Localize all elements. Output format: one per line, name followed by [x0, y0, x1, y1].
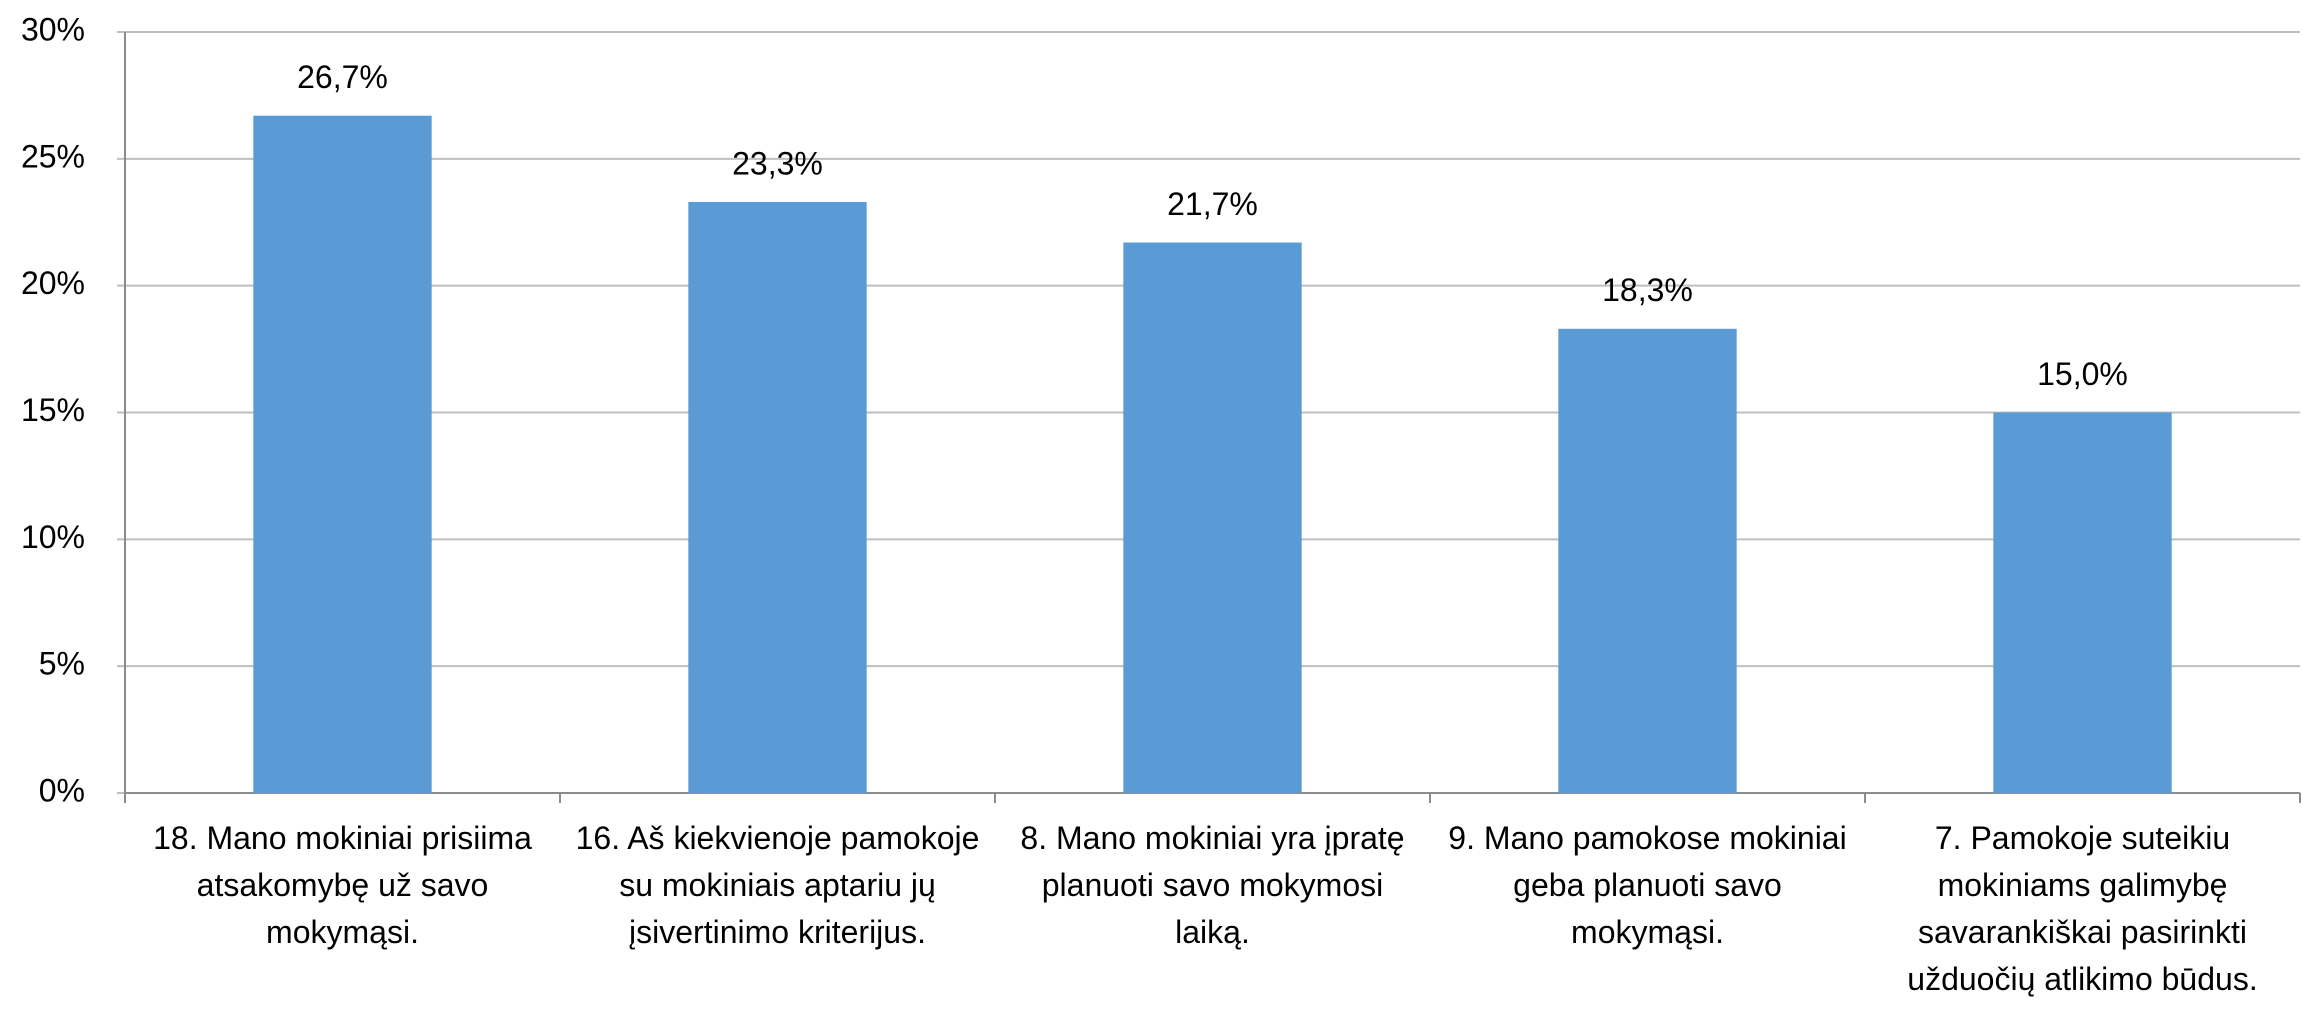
- x-tick-label: 9. Mano pamokose mokiniai geba planuoti …: [1448, 820, 1847, 950]
- x-tick-label: 8. Mano mokiniai yra įpratę planuoti sav…: [1020, 820, 1405, 950]
- y-tick-label: 25%: [21, 138, 85, 174]
- x-tick-label: 7. Pamokoje suteikiu mokiniams galimybę …: [1907, 820, 2258, 997]
- bar: [688, 201, 867, 793]
- data-label: 18,3%: [1602, 272, 1693, 308]
- data-label: 21,7%: [1167, 186, 1258, 222]
- bar: [253, 115, 432, 793]
- data-label: 26,7%: [297, 59, 388, 95]
- bar: [1993, 412, 2172, 793]
- data-label: 15,0%: [2037, 356, 2128, 392]
- y-tick-label: 5%: [39, 646, 85, 682]
- y-tick-label: 20%: [21, 265, 85, 301]
- y-tick-label: 15%: [21, 392, 85, 428]
- y-tick-label: 30%: [21, 11, 85, 47]
- y-tick-label: 0%: [39, 772, 85, 808]
- x-tick-label: 18. Mano mokiniai prisiima atsakomybę už…: [153, 820, 532, 950]
- data-label: 23,3%: [732, 145, 823, 181]
- bar: [1123, 242, 1302, 793]
- y-tick-label: 10%: [21, 519, 85, 555]
- bar: [1558, 328, 1737, 793]
- x-tick-label: 16. Aš kiekvienoje pamokoje su mokiniais…: [575, 820, 980, 950]
